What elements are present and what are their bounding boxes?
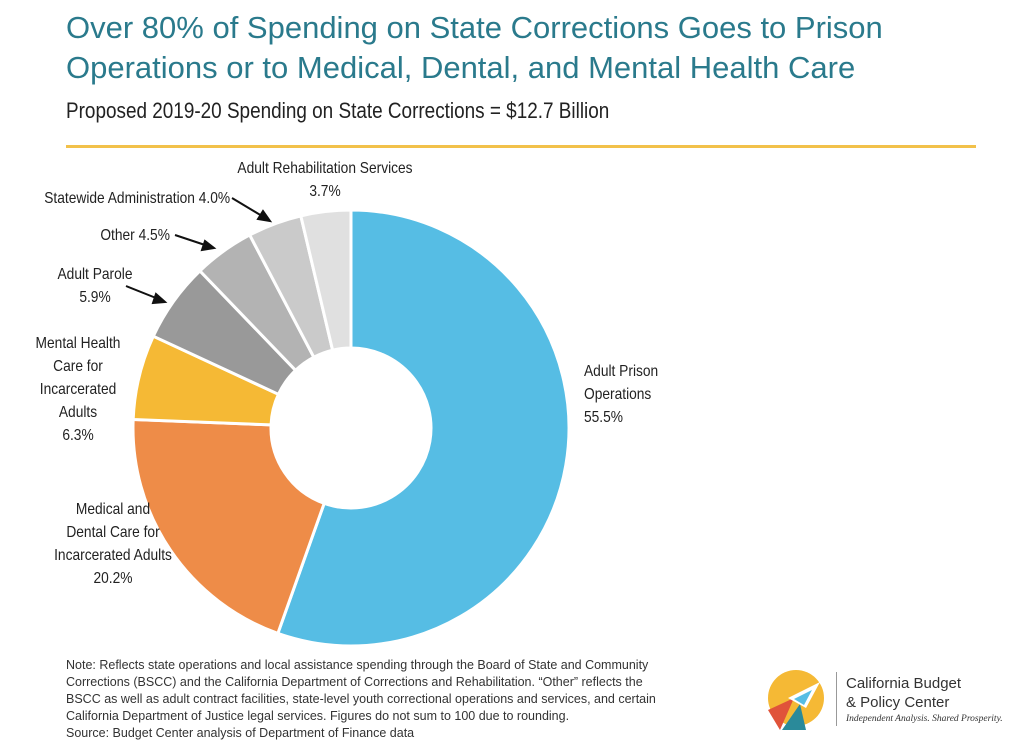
slice-label-mental-health: Mental Health Care for Incarcerated Adul… bbox=[26, 332, 129, 447]
slice-label-mental-health-line-1: Mental Health bbox=[35, 335, 121, 352]
arrow-statewide-administration bbox=[231, 197, 273, 223]
slice-label-medical-line-1: Medical and bbox=[75, 501, 151, 518]
slice-label-admin-line-1: Statewide Administration 4.0% bbox=[44, 190, 230, 207]
slice-label-mental-health-line-2: Care for bbox=[53, 358, 103, 375]
logo-tagline: Independent Analysis. Shared Prosperity. bbox=[846, 714, 1003, 724]
chart-title-line-1: Over 80% of Spending on State Correction… bbox=[66, 10, 883, 45]
slice-label-medical: Medical and Dental Care for Incarcerated… bbox=[31, 498, 194, 590]
chart-title: Over 80% of Spending on State Correction… bbox=[66, 8, 1006, 88]
cbpc-logo-mark bbox=[768, 670, 824, 730]
slice-label-parole: Adult Parole 5.9% bbox=[48, 263, 143, 309]
title-divider bbox=[66, 145, 976, 148]
donut-chart bbox=[125, 197, 571, 648]
slice-label-other-line-1: Other 4.5% bbox=[100, 227, 170, 244]
footnote-line-3: BSCC as well as adult contract facilitie… bbox=[66, 692, 656, 706]
logo-divider bbox=[836, 672, 837, 726]
slice-value-rehab: 3.7% bbox=[309, 183, 341, 200]
slice-label-rehab: Adult Rehabilitation Services 3.7% bbox=[222, 157, 428, 203]
footnote-line-1: Note: Reflects state operations and loca… bbox=[66, 658, 649, 672]
chart-subtitle: Proposed 2019-20 Spending on State Corre… bbox=[66, 98, 610, 123]
logo-org-name: California Budget & Policy Center bbox=[846, 674, 961, 712]
chart-title-line-2: Operations or to Medical, Dental, and Me… bbox=[66, 50, 856, 85]
footnote: Note: Reflects state operations and loca… bbox=[66, 657, 756, 742]
slice-label-mental-health-line-3: Incarcerated bbox=[39, 381, 117, 398]
source-note: Source: Budget Center analysis of Depart… bbox=[66, 726, 415, 740]
slice-value-parole: 5.9% bbox=[79, 289, 111, 306]
cbpc-logo: California Budget & Policy Center Indepe… bbox=[760, 668, 1020, 732]
slice-value-prison: 55.5% bbox=[584, 409, 624, 426]
slice-rehab bbox=[299, 208, 353, 352]
slice-label-admin: Statewide Administration 4.0% bbox=[44, 187, 230, 210]
slice-value-mental-health: 6.3% bbox=[62, 427, 94, 444]
slice-label-medical-line-2: Dental Care for bbox=[66, 524, 160, 541]
slice-prison bbox=[275, 208, 571, 648]
slice-label-mental-health-line-4: Adults bbox=[58, 404, 98, 421]
logo-org-line-2: & Policy Center bbox=[846, 694, 950, 711]
slice-label-prison-line-2: Operations bbox=[584, 386, 652, 403]
slice-label-medical-line-3: Incarcerated Adults bbox=[54, 547, 172, 564]
slice-label-prison: Adult Prison Operations 55.5% bbox=[584, 360, 658, 429]
arrow-adult-parole bbox=[125, 285, 168, 305]
slice-label-prison-line-1: Adult Prison bbox=[584, 363, 659, 380]
slice-medical bbox=[131, 417, 327, 636]
slice-value-medical: 20.2% bbox=[93, 570, 133, 587]
slice-label-other: Other 4.5% bbox=[100, 224, 170, 247]
arrow-other bbox=[174, 234, 217, 252]
slice-label-parole-line-1: Adult Parole bbox=[57, 266, 133, 283]
logo-org-line-1: California Budget bbox=[846, 675, 962, 692]
slice-label-rehab-line-1: Adult Rehabilitation Services bbox=[237, 160, 413, 177]
footnote-line-2: Corrections (BSCC) and the California De… bbox=[66, 675, 643, 689]
footnote-line-4: California Department of Justice legal s… bbox=[66, 709, 570, 723]
